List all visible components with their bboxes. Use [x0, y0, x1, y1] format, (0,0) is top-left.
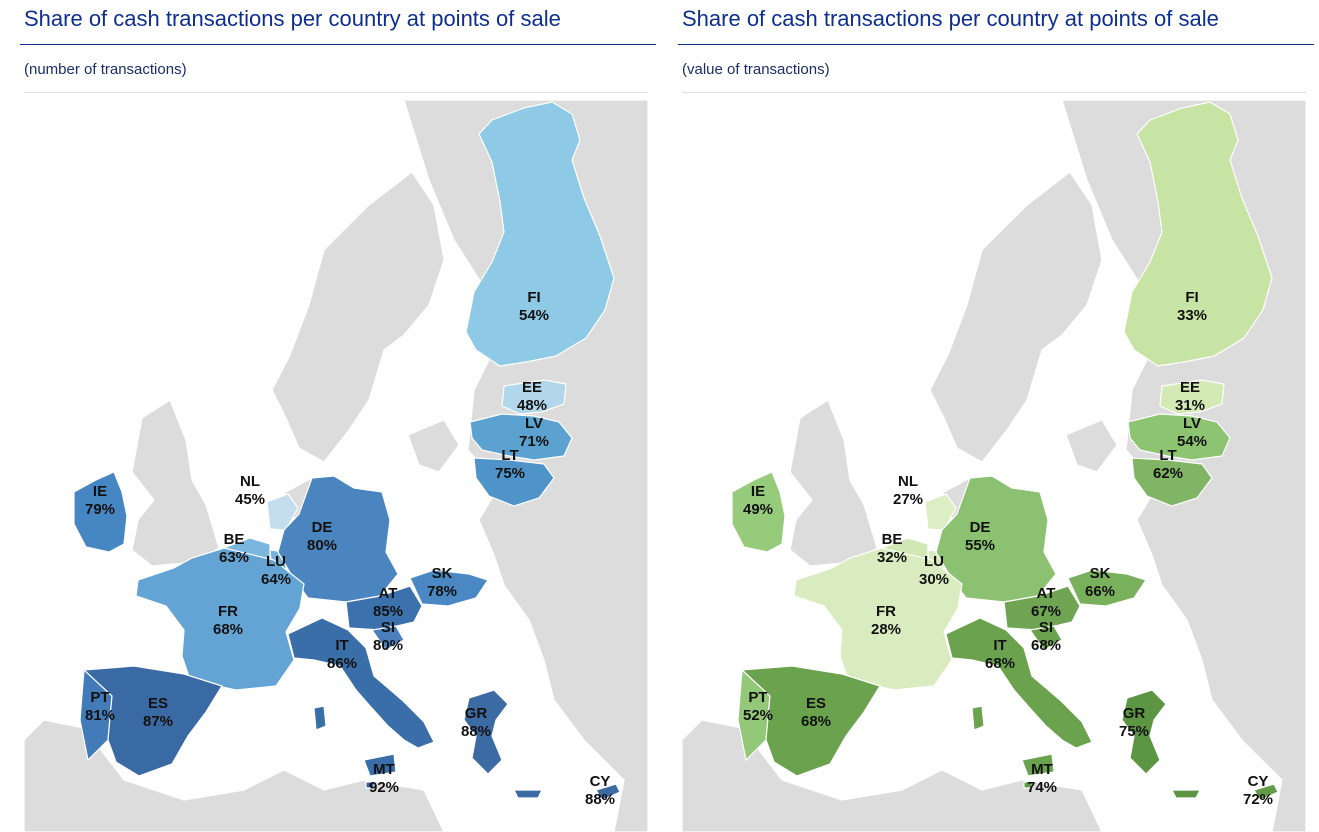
country-label-be: BE 63% — [219, 531, 249, 566]
country-es — [82, 665, 223, 777]
country-label-gr: GR 75% — [1119, 705, 1149, 740]
country-label-nl: NL 27% — [893, 473, 923, 508]
title-divider — [678, 44, 1314, 45]
country-label-at: AT 85% — [373, 585, 403, 620]
country-fi — [465, 101, 615, 367]
country-label-ee: EE 48% — [517, 379, 547, 414]
country-lv — [1127, 413, 1231, 461]
country-label-lt: LT 75% — [495, 447, 525, 482]
country-label-si: SI 68% — [1031, 619, 1061, 654]
country-label-de: DE 80% — [307, 519, 337, 554]
country-label-be: BE 32% — [877, 531, 907, 566]
background-land — [1065, 419, 1118, 473]
country-it — [945, 617, 1093, 777]
country-cy — [1253, 783, 1279, 801]
background-land — [929, 171, 1103, 463]
country-label-cy: CY 88% — [585, 773, 615, 808]
panel-title: Share of cash transactions per country a… — [24, 6, 561, 31]
country-nl — [266, 493, 299, 531]
country-at — [1003, 585, 1081, 631]
country-lt — [1131, 457, 1213, 507]
country-si — [370, 625, 405, 651]
europe-map: FI 54% EE 48% LV 71% LT 75% IE 79% NL 45% BE 63% LU 64%… — [24, 100, 648, 832]
country-label-de: DE 55% — [965, 519, 995, 554]
country-label-ee: EE 31% — [1175, 379, 1205, 414]
country-ie — [731, 471, 786, 553]
europe-map: FI 33% EE 31% LV 54% LT 62% IE 49% NL 27% BE 32% LU 30%… — [682, 100, 1306, 832]
country-label-lv: LV 71% — [519, 415, 549, 450]
country-sk — [409, 569, 489, 607]
country-label-fr: FR 28% — [871, 603, 901, 638]
country-cy — [595, 783, 621, 801]
panel-subtitle: (value of transactions) — [682, 61, 830, 78]
country-label-fr: FR 68% — [213, 603, 243, 638]
country-label-si: SI 80% — [373, 619, 403, 654]
map-panel-value: Share of cash transactions per country a… — [678, 0, 1314, 832]
panel-subtitle: (number of transactions) — [24, 61, 187, 78]
country-label-lv: LV 54% — [1177, 415, 1207, 450]
country-label-ie: IE 49% — [743, 483, 773, 518]
country-label-pt: PT 81% — [85, 689, 115, 724]
title-divider — [20, 44, 656, 45]
country-mt — [365, 781, 375, 789]
country-sk — [1067, 569, 1147, 607]
country-ee — [1159, 379, 1225, 415]
country-gr — [1121, 689, 1201, 799]
country-si — [1028, 625, 1063, 651]
country-label-mt: MT 92% — [369, 761, 399, 796]
country-label-it: IT 86% — [327, 637, 357, 672]
country-label-it: IT 68% — [985, 637, 1015, 672]
country-at — [345, 585, 423, 631]
country-label-at: AT 67% — [1031, 585, 1061, 620]
country-ie — [73, 471, 128, 553]
country-label-fi: FI 54% — [519, 289, 549, 324]
country-label-fi: FI 33% — [1177, 289, 1207, 324]
subtitle-divider — [24, 92, 648, 93]
country-label-nl: NL 45% — [235, 473, 265, 508]
country-nl — [924, 493, 957, 531]
country-it — [287, 617, 435, 777]
background-land — [271, 171, 445, 463]
country-es — [740, 665, 881, 777]
country-lv — [469, 413, 573, 461]
country-label-lu: LU 64% — [261, 553, 291, 588]
background-land — [407, 419, 460, 473]
country-label-es: ES 87% — [143, 695, 173, 730]
subtitle-divider — [682, 92, 1306, 93]
country-fr — [135, 547, 305, 691]
country-label-mt: MT 74% — [1027, 761, 1057, 796]
country-gr — [463, 689, 543, 799]
country-label-lt: LT 62% — [1153, 447, 1183, 482]
country-mt — [1023, 781, 1033, 789]
country-label-es: ES 68% — [801, 695, 831, 730]
country-ee — [501, 379, 567, 415]
country-fr — [793, 547, 963, 691]
country-label-cy: CY 72% — [1243, 773, 1273, 808]
country-fi — [1123, 101, 1273, 367]
country-label-pt: PT 52% — [743, 689, 773, 724]
country-label-lu: LU 30% — [919, 553, 949, 588]
country-label-sk: SK 66% — [1085, 565, 1115, 600]
country-lt — [473, 457, 555, 507]
country-label-gr: GR 88% — [461, 705, 491, 740]
panel-title: Share of cash transactions per country a… — [682, 6, 1219, 31]
country-label-ie: IE 79% — [85, 483, 115, 518]
map-panel-number: Share of cash transactions per country a… — [20, 0, 656, 832]
country-label-sk: SK 78% — [427, 565, 457, 600]
